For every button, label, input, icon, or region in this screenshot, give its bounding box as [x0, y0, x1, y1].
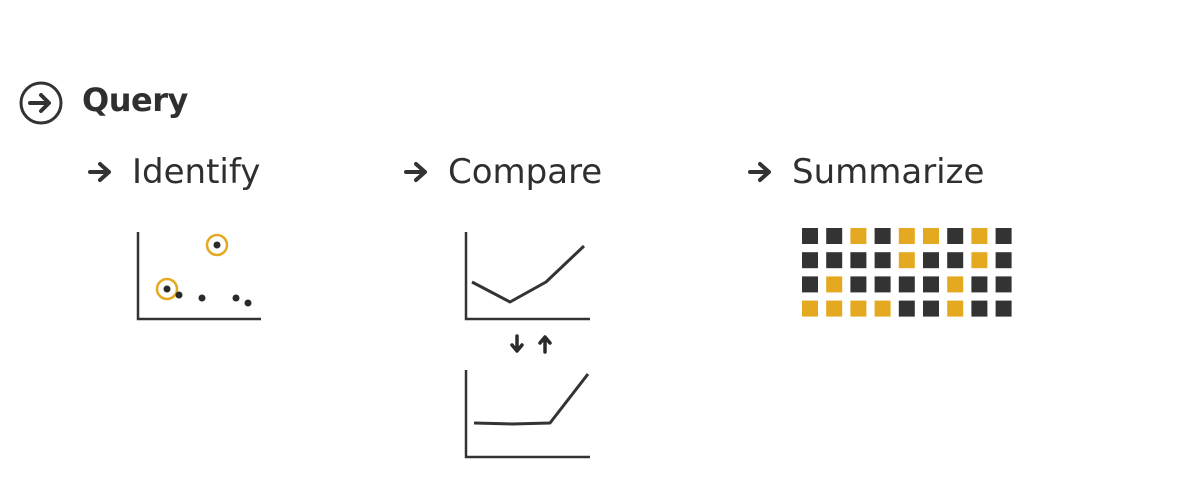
- highlighted-point: [213, 241, 221, 249]
- line-chart-axes: [464, 232, 590, 321]
- scatter-axes: [136, 232, 261, 321]
- grid-cell-highlighted: [898, 228, 915, 244]
- scatter-point: [198, 294, 206, 302]
- grid-cell-highlighted: [826, 300, 843, 317]
- grid-cell-highlighted: [947, 276, 964, 293]
- compare-line-chart-a: [464, 232, 590, 321]
- grid-cell: [947, 252, 964, 269]
- line-series: [473, 373, 590, 426]
- grid-cell: [898, 300, 915, 317]
- summarize-label: Summarize: [792, 152, 985, 192]
- grid-cell-highlighted: [874, 300, 891, 317]
- grid-cell-highlighted: [802, 300, 818, 317]
- identify-label: Identify: [132, 152, 261, 192]
- right-arrow-icon: [748, 162, 771, 182]
- identify-heading: Identify: [88, 150, 260, 194]
- grid-cell: [850, 252, 867, 269]
- grid-cell: [923, 276, 939, 293]
- grid-cell: [995, 252, 1012, 269]
- grid-cell-highlighted: [898, 252, 915, 269]
- identify-scatter-glyph: [136, 232, 261, 321]
- grid-cell: [995, 276, 1012, 293]
- compare-label: Compare: [448, 152, 603, 192]
- grid-cell: [898, 276, 915, 293]
- grid-cell: [995, 300, 1012, 317]
- grid-cell: [923, 300, 939, 317]
- grid-cell: [947, 228, 964, 244]
- summarize-square-grid: [802, 228, 1012, 317]
- right-arrow-icon: [88, 162, 111, 182]
- right-arrow-icon: [404, 162, 427, 182]
- grid-cell-highlighted: [850, 228, 867, 244]
- grid-cell: [850, 276, 867, 293]
- scatter-point: [244, 299, 252, 307]
- grid-cell-highlighted: [826, 276, 843, 293]
- grid-cell: [971, 300, 988, 317]
- grid-cell: [802, 228, 818, 244]
- grid-cell: [874, 252, 891, 269]
- grid-cell: [826, 228, 843, 244]
- compare-line-chart-b: [464, 370, 590, 459]
- grid-cell: [971, 276, 988, 293]
- scatter-point: [232, 294, 240, 302]
- line-series: [471, 244, 586, 304]
- grid-cell: [995, 228, 1012, 244]
- grid-cell: [923, 252, 939, 269]
- grid-cell-highlighted: [971, 228, 988, 244]
- highlighted-point: [163, 285, 171, 293]
- page-title: Query: [82, 81, 188, 119]
- highlight-ring: [155, 277, 179, 301]
- grid-cell-highlighted: [947, 300, 964, 317]
- down-up-arrows-icon: [510, 334, 552, 354]
- highlight-ring: [205, 233, 229, 257]
- compare-heading: Compare: [404, 150, 602, 194]
- circled-right-arrow-icon: [19, 81, 63, 125]
- grid-cell-highlighted: [923, 228, 939, 244]
- grid-cell-highlighted: [850, 300, 867, 317]
- line-chart-axes: [464, 370, 590, 459]
- grid-cell: [874, 276, 891, 293]
- grid-cell: [802, 276, 818, 293]
- scatter-point: [175, 291, 183, 299]
- grid-cell: [802, 252, 818, 269]
- grid-cell-highlighted: [971, 252, 988, 269]
- summarize-heading: Summarize: [748, 150, 984, 194]
- grid-cell: [874, 228, 891, 244]
- grid-cell: [826, 252, 843, 269]
